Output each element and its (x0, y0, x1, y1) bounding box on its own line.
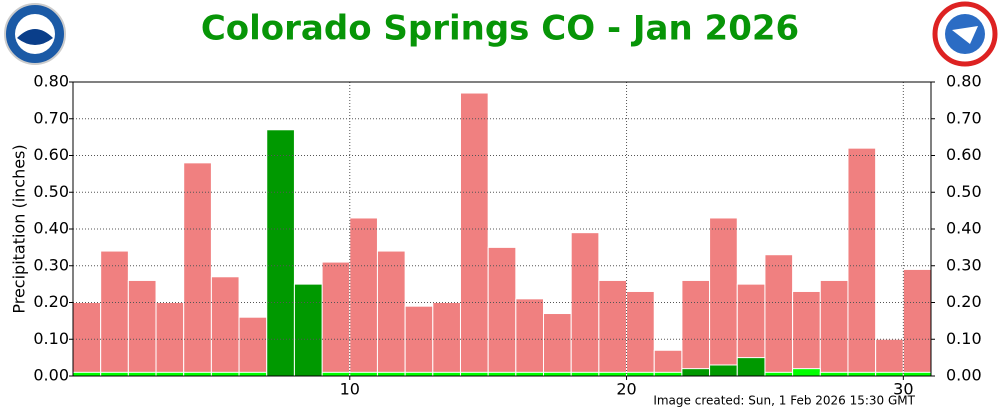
bar (349, 217, 378, 377)
footer: Image created: Sun, 1 Feb 2026 15:30 GMT (653, 394, 915, 408)
bar (72, 371, 102, 377)
bar (653, 349, 683, 377)
bar (543, 313, 572, 377)
bar (376, 371, 406, 377)
y-tick-label: 0.40 (33, 219, 69, 238)
bar (487, 246, 517, 377)
bar (238, 371, 268, 377)
bar (432, 371, 461, 377)
bar (487, 371, 517, 377)
bar (210, 371, 240, 377)
bar (681, 279, 711, 377)
bar (681, 368, 711, 377)
bar (183, 162, 212, 377)
bar (902, 268, 932, 377)
bar (321, 261, 351, 377)
bar (321, 371, 351, 377)
y2-tick-label: 0.60 (946, 145, 982, 164)
bar (598, 371, 628, 377)
bar (404, 371, 434, 377)
bar (792, 290, 821, 377)
y2-tick-label: 0.30 (946, 255, 982, 274)
y2-tick-label: 0.70 (946, 108, 982, 127)
bar (653, 371, 683, 377)
x-tick-label: 20 (616, 380, 636, 399)
bar (875, 371, 904, 377)
y2-tick-label: 0.00 (946, 366, 982, 385)
bar (792, 368, 821, 377)
y-tick-label: 0.50 (33, 182, 69, 201)
y2-tick-label: 0.10 (946, 329, 982, 348)
bar (709, 364, 738, 377)
bar (764, 254, 794, 377)
bar (100, 371, 129, 377)
y2-tick-label: 0.20 (946, 292, 982, 311)
y-axis-label: Precipitation (inches) (10, 144, 29, 313)
bar (598, 279, 628, 377)
bar (376, 250, 406, 377)
bar (127, 371, 157, 377)
bar (515, 371, 545, 377)
bar (459, 92, 489, 377)
bar (709, 217, 738, 377)
y-tick-label: 0.70 (33, 108, 69, 127)
y2-tick-label: 0.40 (946, 219, 982, 238)
x-tick-label: 10 (340, 380, 360, 399)
bar (570, 232, 600, 377)
y-tick-label: 0.60 (33, 145, 69, 164)
bar (293, 283, 323, 377)
bar (764, 371, 794, 377)
y-tick-label: 0.80 (33, 72, 69, 91)
bar (238, 316, 268, 377)
bar (543, 371, 572, 377)
bar (515, 298, 545, 377)
bar (127, 279, 157, 377)
bar (875, 338, 904, 377)
y-tick-label: 0.30 (33, 255, 69, 274)
bar (155, 371, 185, 377)
plot-frame (72, 81, 932, 377)
bar (404, 305, 434, 377)
y-tick-label: 0.00 (33, 366, 69, 385)
bar (819, 279, 849, 377)
bar (183, 371, 212, 377)
bar (626, 290, 655, 377)
bar (570, 371, 600, 377)
bar (847, 147, 877, 377)
bar (626, 371, 655, 377)
noaa-logo (4, 3, 66, 65)
y2-tick-label: 0.50 (946, 182, 982, 201)
nws-logo (932, 1, 998, 67)
y-tick-label: 0.10 (33, 329, 69, 348)
bar (819, 371, 849, 377)
y-tick-label: 0.20 (33, 292, 69, 311)
bar (72, 302, 102, 377)
bar (266, 129, 295, 377)
bar (736, 357, 766, 377)
y2-tick-label: 0.80 (946, 72, 982, 91)
bar (847, 371, 877, 377)
bar (100, 250, 129, 377)
bar (902, 371, 932, 377)
chart-title: Colorado Springs CO - Jan 2026 (201, 9, 799, 49)
bar (459, 371, 489, 377)
x-tick-label: 30 (893, 380, 913, 399)
bar (349, 371, 378, 377)
bar (210, 276, 240, 377)
